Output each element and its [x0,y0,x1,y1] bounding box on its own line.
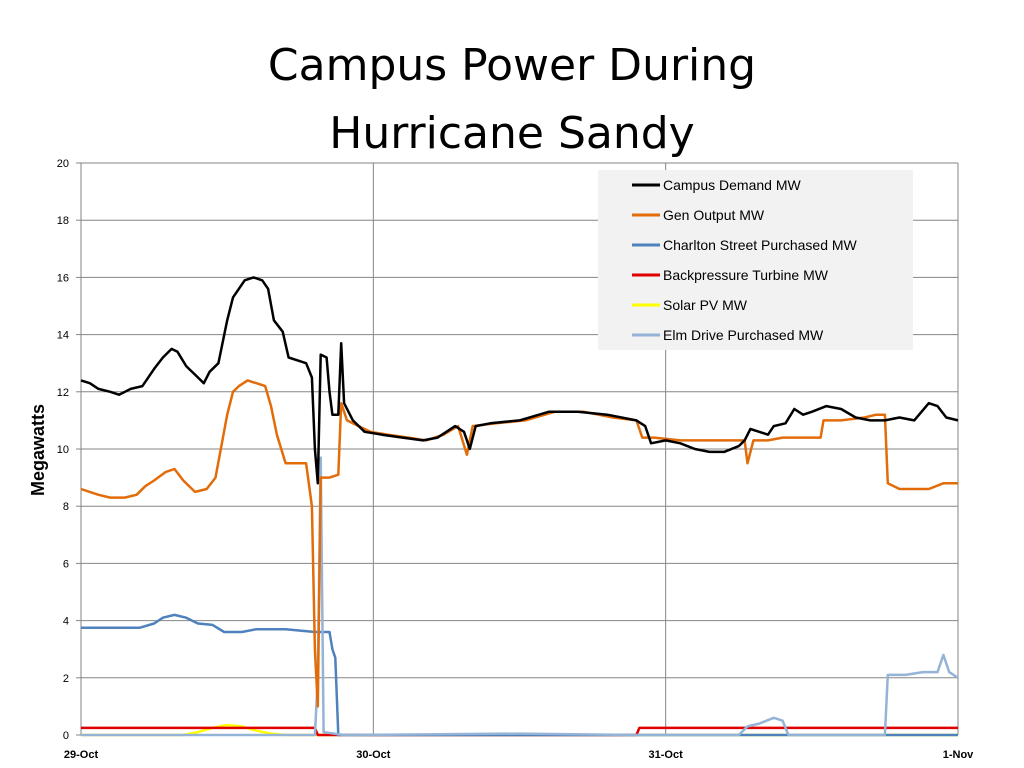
legend-label: Elm Drive Purchased MW [663,327,824,343]
series-lines [80,276,959,737]
legend-label: Campus Demand MW [663,177,801,193]
gridlines [76,162,959,736]
legend-label: Solar PV MW [663,297,748,313]
x-tick-label: 31-Oct [649,749,684,761]
y-tick-label: 6 [63,558,69,570]
y-tick-label: 4 [63,616,69,628]
chart-title-line-2: Hurricane Sandy [329,108,694,159]
series-line-charlton-street-purchased-mw [81,613,958,737]
y-tick-label: 8 [63,501,69,513]
y-tick-label: 20 [57,158,69,170]
x-tick-labels: 29-Oct 30-Oct 31-Oct 1-Nov [64,749,974,761]
y-tick-label: 18 [57,215,69,227]
x-tick-label: 30-Oct [356,749,391,761]
legend-label: Charlton Street Purchased MW [663,237,858,253]
x-tick-label: 29-Oct [64,749,99,761]
x-tick-label: 1-Nov [943,749,974,761]
y-tick-label: 12 [57,387,69,399]
y-tick-labels: 0 2 4 6 8 10 12 14 16 18 20 [57,158,69,742]
series-line-campus-demand-mw [80,276,959,485]
legend-background [598,170,913,350]
y-tick-label: 14 [57,330,69,342]
y-tick-label: 16 [57,272,69,284]
y-tick-label: 2 [63,673,69,685]
legend-label: Gen Output MW [663,207,765,223]
series-line-elm-drive-purchased-mw [81,456,959,737]
y-tick-label: 0 [63,730,69,742]
legend-label: Backpressure Turbine MW [663,267,829,283]
y-tick-label: 10 [57,444,69,456]
series-line-gen-output-mw [80,379,958,708]
chart-title-line-1: Campus Power During [268,40,756,91]
y-axis-label: Megawatts [28,404,48,496]
legend: Campus Demand MW Gen Output MW Charlton St… [598,170,913,350]
